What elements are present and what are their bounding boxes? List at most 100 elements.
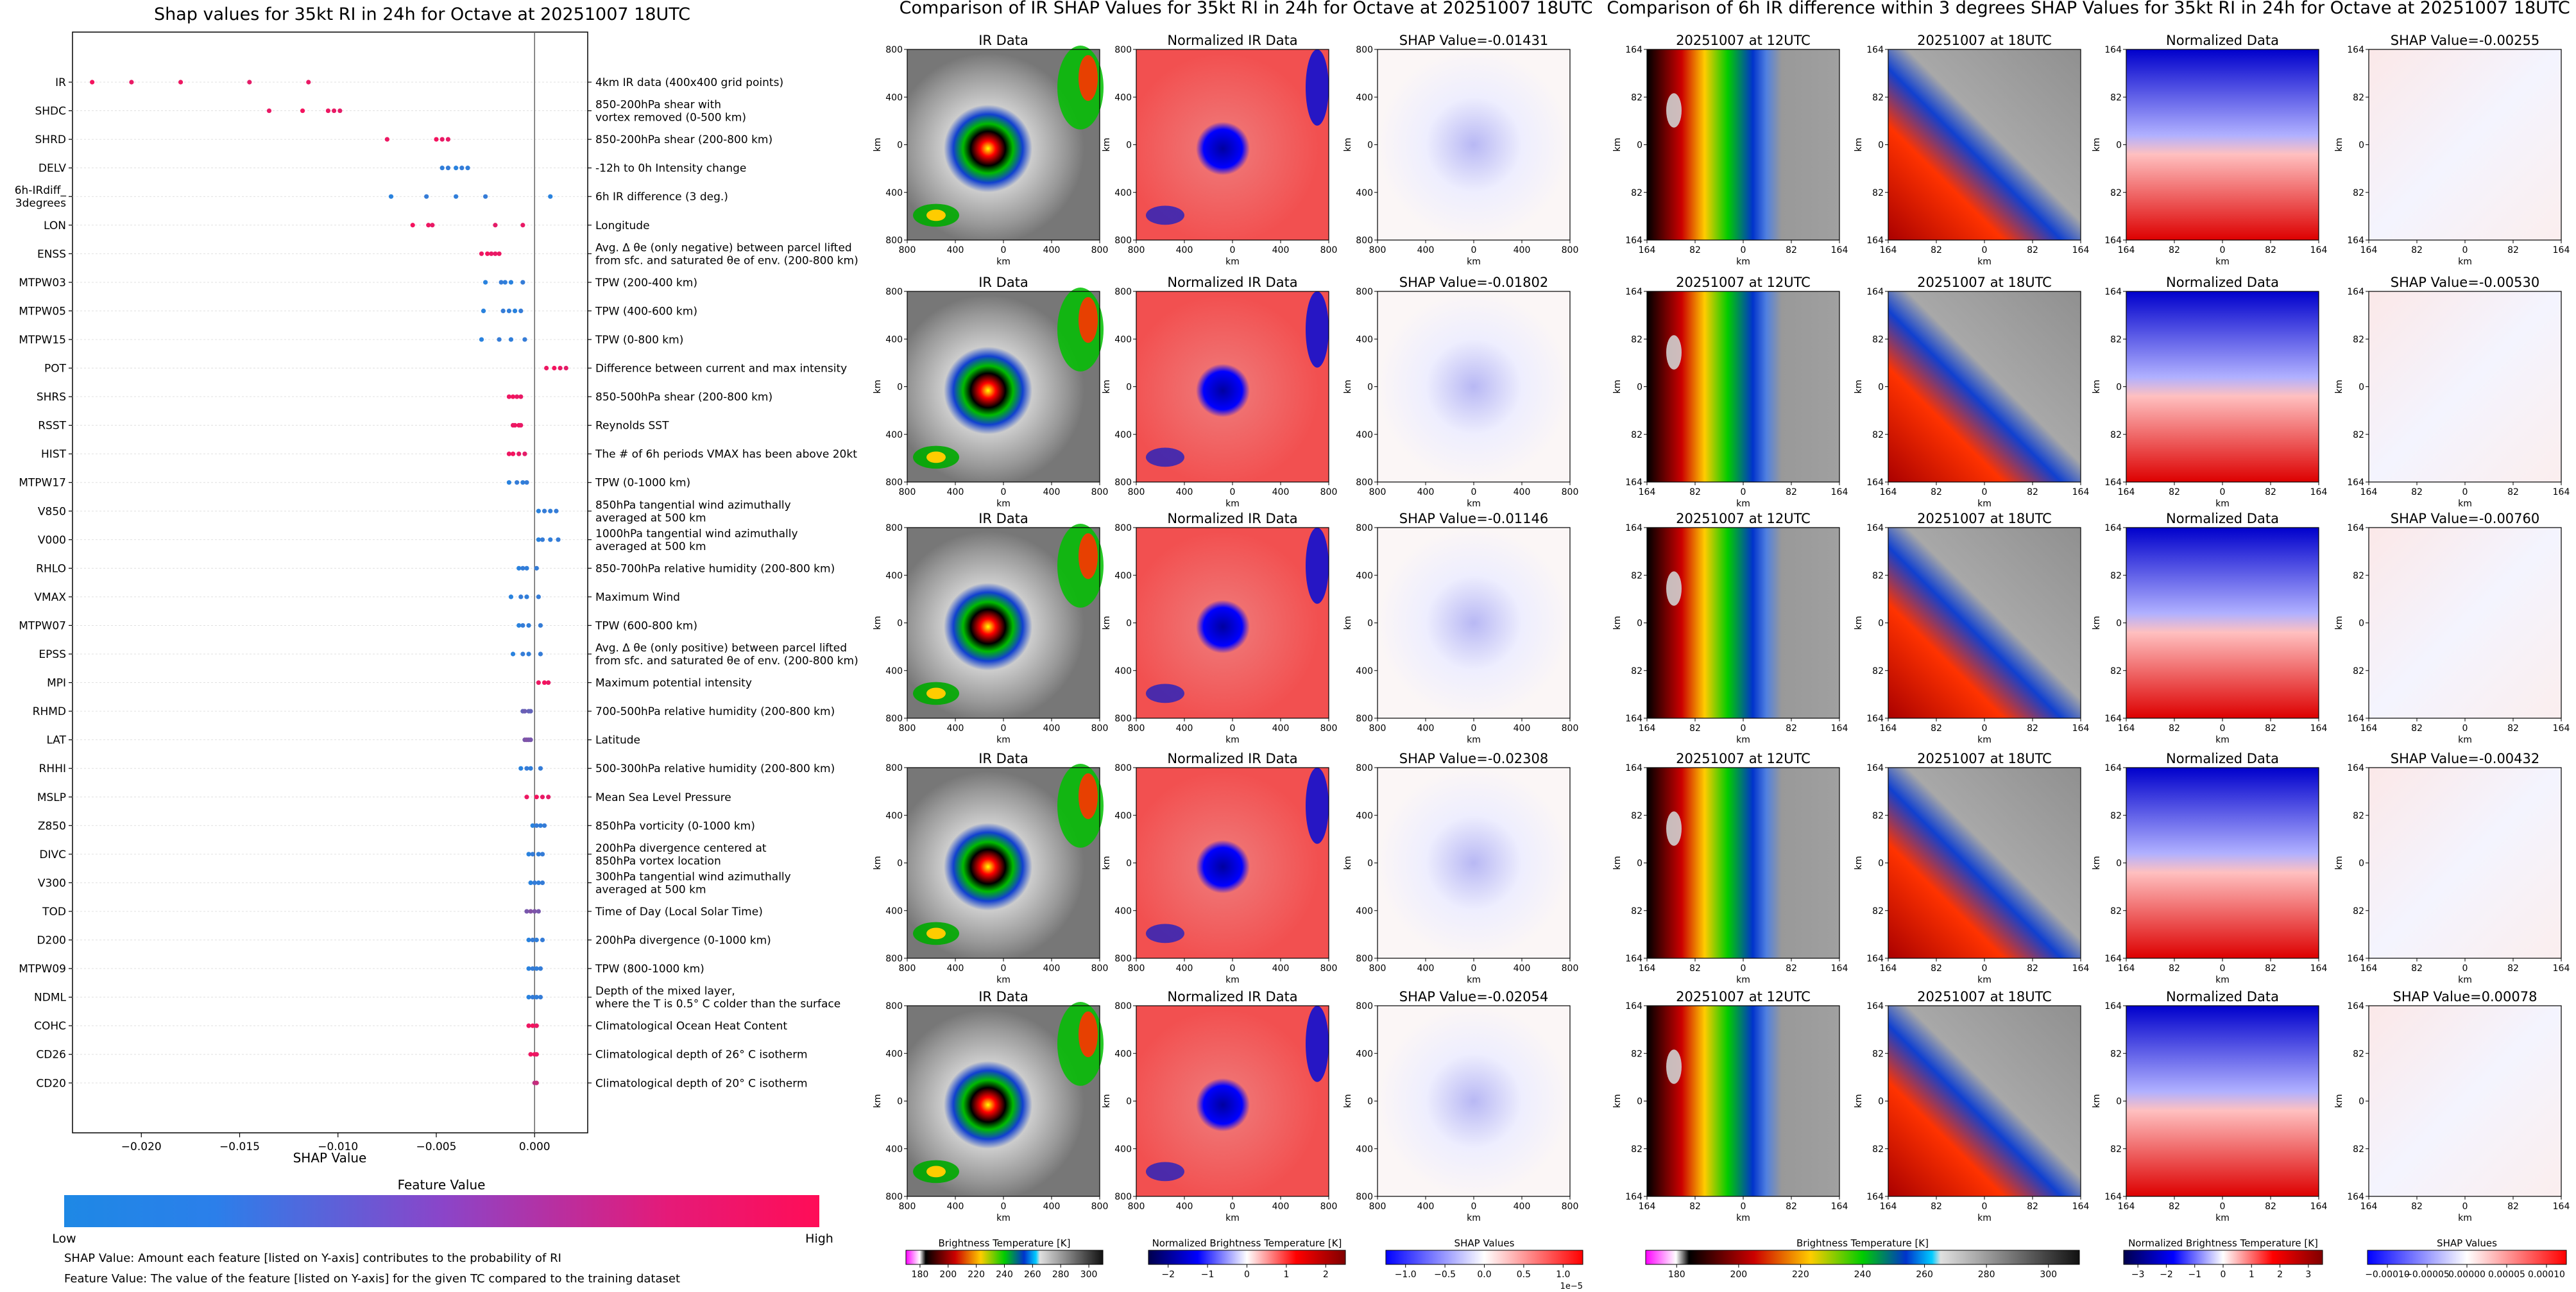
- image-field: [2369, 291, 2561, 482]
- x-axis-label: km: [1736, 735, 1750, 745]
- x-tick-label: 0: [1982, 245, 1988, 255]
- shap-point: [540, 880, 545, 885]
- colorbar: SHAP Values −1.0 −0.5 0.0 0.5 1.0 1e−5: [1385, 1237, 1583, 1291]
- x-tick-label: 800: [899, 487, 916, 497]
- shap-summary-panel: Shap values for 35kt RI in 24h for Octav…: [15, 4, 858, 1286]
- y-tick-label: 164: [2104, 714, 2122, 724]
- x-tick-label: 0: [1982, 1202, 1988, 1212]
- y-tick-label: 82: [2353, 1049, 2364, 1059]
- x-tick-label: 164: [1639, 723, 1656, 734]
- x-tick-label: 164: [2310, 245, 2328, 255]
- x-tick-label: 0: [1001, 1202, 1007, 1212]
- y-axis-label: km: [2334, 138, 2344, 152]
- feature-label: Z850: [38, 820, 66, 832]
- feature-label: SHRS: [37, 391, 66, 404]
- shap-point: [410, 223, 415, 228]
- image-field: [1647, 291, 1839, 482]
- subplot-title: Normalized Data: [2166, 989, 2279, 1004]
- x-tick-label: 164: [2310, 487, 2328, 497]
- x-tick-label: 164: [1831, 1202, 1848, 1212]
- x-tick-label: 164: [2360, 245, 2378, 255]
- y-axis-label: km: [1854, 856, 1864, 870]
- image-field: [2369, 1006, 2561, 1196]
- cloud-core: [926, 927, 946, 940]
- y-tick-label: 0: [897, 383, 903, 393]
- y-tick-label: 800: [1114, 287, 1132, 297]
- y-axis-label: km: [2334, 380, 2344, 394]
- shap-point: [508, 594, 514, 599]
- shap-point: [536, 594, 541, 599]
- shap-point: [524, 565, 529, 571]
- y-tick-label: 400: [1114, 666, 1132, 676]
- x-tick-label: 164: [2360, 1202, 2378, 1212]
- x-tick-label: 800: [1091, 723, 1109, 734]
- feature-description: Avg. Δ θe (only positive) between parcel…: [595, 642, 858, 668]
- y-tick-label: 400: [885, 666, 903, 676]
- subplot-title: Normalized IR Data: [1167, 511, 1297, 526]
- shap-point: [90, 80, 95, 85]
- shap-points: [90, 80, 568, 1085]
- y-tick-label: 400: [885, 92, 903, 103]
- shap-point: [508, 280, 514, 285]
- subplot-title: SHAP Value=-0.01146: [1399, 511, 1549, 526]
- shap-point: [424, 194, 429, 199]
- shap-point: [526, 852, 531, 857]
- shap-point: [520, 651, 525, 657]
- ir-comparison-title: Comparison of IR SHAP Values for 35kt RI…: [900, 0, 1593, 18]
- shap-point: [530, 966, 535, 971]
- x-axis-label: km: [1467, 257, 1481, 267]
- feature-description: TPW (200-400 km): [595, 277, 697, 289]
- colorbar-tick-label: 280: [1978, 1270, 1995, 1280]
- cold-region: [1146, 447, 1184, 467]
- x-tick-label: 164: [2118, 245, 2135, 255]
- bright-spot: [1666, 811, 1682, 846]
- ir-diff-title: Comparison of 6h IR difference within 3 …: [1607, 0, 2570, 18]
- x-tick-label: 0: [2220, 723, 2226, 734]
- feature-label: LAT: [46, 734, 66, 747]
- shap-point: [497, 251, 502, 256]
- feature-description: Depth of the mixed layer, where the T is …: [595, 985, 840, 1011]
- colorbar-tick-label: −3: [2131, 1270, 2145, 1280]
- x-tick-label: −0.020: [121, 1141, 162, 1153]
- x-tick-label: 82: [1689, 963, 1701, 974]
- feature-label: MTPW15: [19, 334, 66, 347]
- ir-diff-image-grid: 20251007 at 12UTC 164 82 0 82 164 164 82 0 82 164 k…: [1612, 33, 2570, 1223]
- y-tick-label: 82: [1631, 92, 1642, 103]
- x-tick-label: 82: [2507, 245, 2519, 255]
- ir-diff-colorbars: Brightness Temperature [K] 180 200 220 240 26…: [1645, 1237, 2567, 1280]
- shap-point: [516, 623, 522, 628]
- shap-point: [522, 451, 527, 456]
- y-tick-label: 0: [2116, 141, 2122, 151]
- y-tick-label: 400: [1356, 1049, 1373, 1059]
- feature-description: The # of 6h periods VMAX has been above …: [595, 448, 857, 461]
- x-tick-label: 164: [2553, 487, 2570, 497]
- feature-label: HIST: [41, 448, 67, 461]
- colorbar-tick-label: 180: [912, 1270, 929, 1280]
- cold-region: [1306, 49, 1329, 126]
- ir-comparison-panel: Comparison of IR SHAP Values for 35kt RI…: [873, 0, 1593, 1291]
- feature-description: Mean Sea Level Pressure: [595, 791, 731, 804]
- y-tick-label: 164: [1625, 45, 1642, 55]
- x-tick-label: 800: [1562, 963, 1579, 974]
- x-tick-label: 82: [1689, 487, 1701, 497]
- feature-description: 300hPa tangential wind azimuthally averag…: [595, 870, 791, 896]
- y-tick-label: 0: [897, 141, 903, 151]
- x-tick-label: 800: [1562, 723, 1579, 734]
- x-tick-label: 82: [2411, 963, 2423, 974]
- x-tick-label: 164: [1831, 245, 1848, 255]
- shap-point: [540, 852, 545, 857]
- x-tick-label: 82: [2265, 963, 2276, 974]
- x-tick-label: 164: [1831, 963, 1848, 974]
- shap-point: [510, 394, 516, 399]
- shap-point: [534, 937, 539, 943]
- cold-region: [1306, 528, 1329, 604]
- feature-label: MTPW09: [19, 963, 66, 976]
- x-tick-label: 164: [2553, 245, 2570, 255]
- y-axis-label: km: [1102, 1094, 1112, 1108]
- shap-point: [534, 823, 539, 828]
- y-axis-label: km: [2092, 616, 2102, 630]
- shap-point: [518, 594, 524, 599]
